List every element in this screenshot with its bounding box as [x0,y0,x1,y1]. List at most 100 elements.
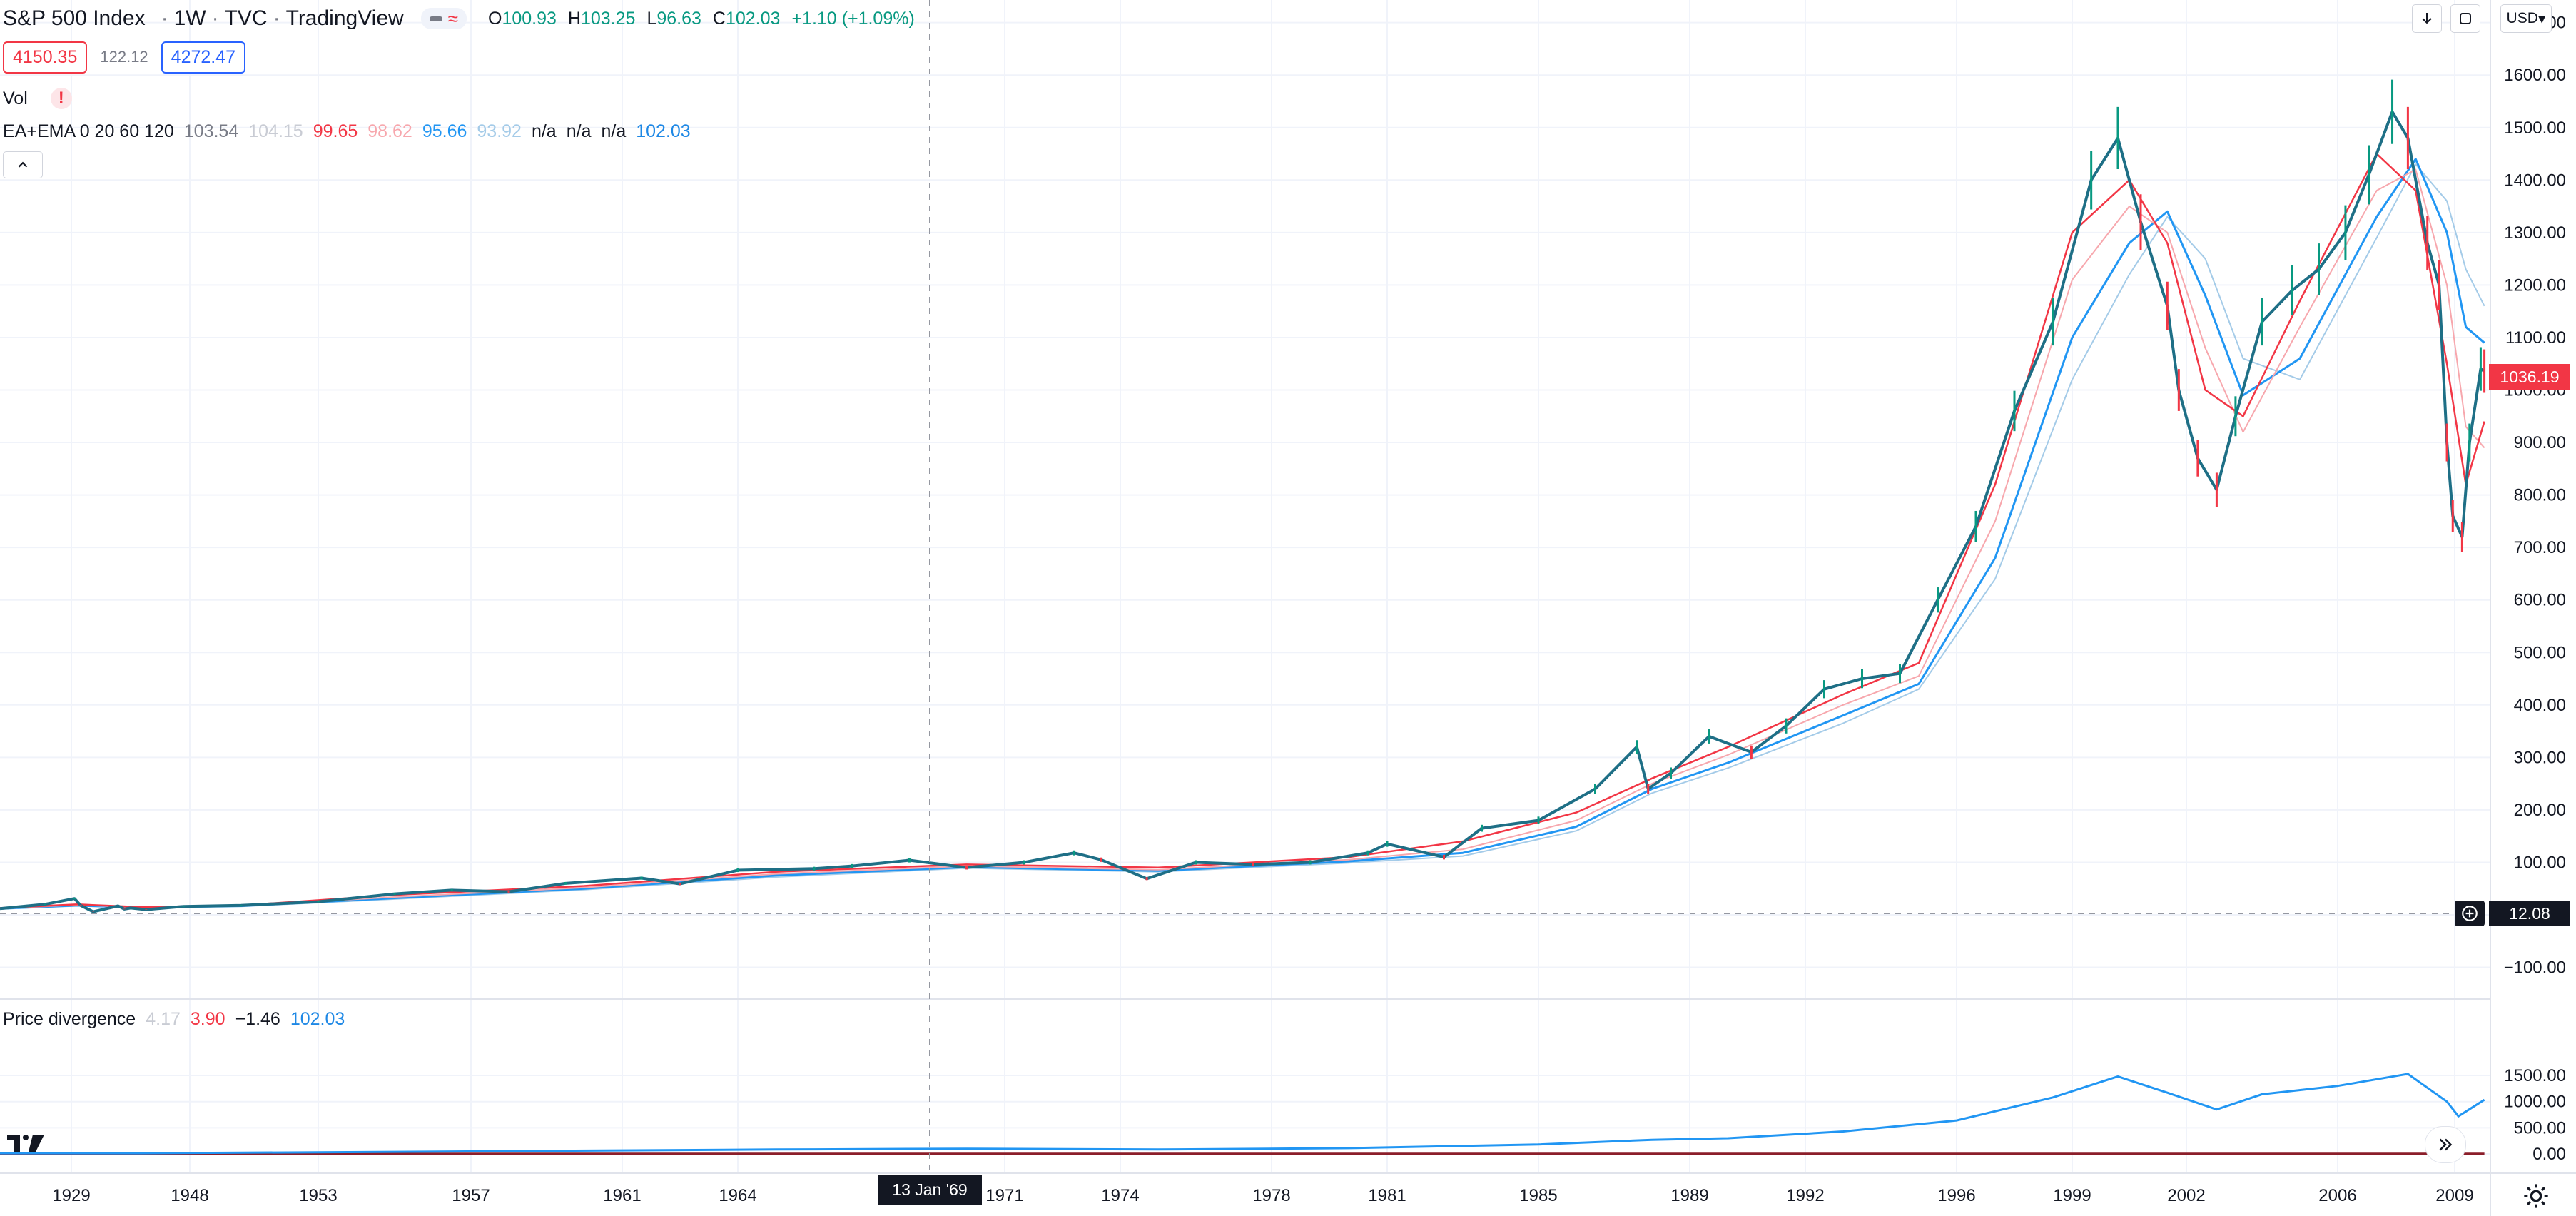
ema-value: n/a [601,121,627,141]
change-value: +1.10 (+1.09%) [791,8,915,29]
scroll-to-realtime-button[interactable] [2425,1126,2466,1163]
price-series-line[interactable] [0,110,2485,913]
time-axis-label: 1989 [1670,1186,1708,1205]
price-axis-label: −100.00 [2504,958,2566,978]
price-axis-label: 100.00 [2514,853,2566,872]
price-axis-label: 300.00 [2514,748,2566,767]
plus-circle-icon [2462,906,2478,921]
time-axis-label: 1953 [299,1186,337,1205]
ema-value: n/a [531,121,557,141]
warning-icon[interactable]: ! [50,88,72,109]
time-axis-label: 1996 [1937,1186,1975,1205]
symbol-header[interactable]: S&P 500 Index · 1W · TVC · TradingView ≈… [3,1,915,36]
separator-dot: · [161,6,168,30]
ema-value: 102.03 [636,121,691,141]
price-axis-label: 700.00 [2514,538,2566,557]
download-button[interactable] [2412,4,2442,33]
ema-value: 95.66 [422,121,467,141]
divergence-value: 102.03 [290,1009,345,1029]
price-axis-label: 900.00 [2514,433,2566,452]
quote-row: 4150.35 122.12 4272.47 [3,37,246,77]
divergence-value: −1.46 [235,1009,280,1029]
collapse-legend-button[interactable] [3,151,43,178]
ema-value: n/a [566,121,592,141]
ema-value: 99.65 [313,121,358,141]
ema-120-line[interactable] [0,163,2485,910]
close-value: 102.03 [725,8,781,29]
price-axis-label: 1300.00 [2504,223,2566,243]
price-axis-label: 1100.00 [2505,328,2566,348]
ema-value: 98.62 [367,121,412,141]
ema-indicator[interactable]: EA+EMA 0 20 60 120 103.54 104.15 99.65 9… [3,117,691,146]
ema-value: 104.15 [248,121,303,141]
price-axis-label: 1200.00 [2504,275,2566,295]
gear-icon[interactable] [2522,1182,2550,1210]
time-axis-label: 1981 [1368,1186,1406,1205]
double-chevron-right-icon [2439,1138,2453,1151]
time-axis-label: 1948 [171,1186,208,1205]
ema-60-line[interactable] [0,168,2485,910]
price-divergence-legend[interactable]: Price divergence 4.17 3.90 −1.46 102.03 [3,1009,345,1030]
time-axis-label: 1957 [452,1186,490,1205]
price-axis-label: 800.00 [2514,486,2566,505]
wave-icon: ≈ [447,8,458,29]
last-price-label: 1036.19 [2489,364,2570,390]
chevron-up-icon [18,161,28,168]
sell-button[interactable]: 4150.35 [3,41,88,74]
divergence-value: 3.90 [190,1009,225,1029]
time-axis-label: 1971 [985,1186,1023,1205]
add-alert-button[interactable] [2455,901,2485,926]
ema-slow-line[interactable] [0,158,2485,910]
ema-value: 103.54 [183,121,239,141]
price-axis-label: 1000.00 [2504,1093,2566,1112]
low-value: 96.63 [656,8,701,29]
time-axis-label: 2009 [2435,1186,2473,1205]
ema-value: 93.92 [477,121,522,141]
download-icon [2422,13,2432,24]
price-axis-label: 1400.00 [2504,171,2566,190]
crosshair-date-label: 13 Jan '69 [878,1175,982,1205]
price-axis[interactable]: 1700.001600.001500.001400.001300.001200.… [2504,14,2566,1164]
buy-button[interactable]: 4272.47 [161,41,246,74]
price-axis-label: 1600.00 [2504,66,2566,85]
time-axis-label: 1974 [1101,1186,1139,1205]
price-axis-label: 600.00 [2514,591,2566,610]
time-axis[interactable]: 1929 1948 1953 1957 1961 1964 1971 1974 1978 1981… [52,1186,2473,1205]
time-axis-label: 1929 [52,1186,90,1205]
time-axis-label: 1992 [1786,1186,1824,1205]
main-price-pane[interactable] [0,79,2486,913]
crosshair-price-label: 12.08 [2489,901,2570,926]
exchange-label: TVC [224,6,268,30]
restore-icon [2460,13,2471,24]
separator-dot: · [273,6,280,30]
tradingview-logo[interactable] [4,1129,50,1157]
spread-value: 122.12 [100,48,148,66]
minus-icon [429,16,442,21]
price-axis-label: 1500.00 [2504,118,2566,138]
divergence-value: 4.17 [146,1009,181,1029]
time-axis-label: 1985 [1519,1186,1557,1205]
ohlc-values: O100.93 H103.25 L96.63 C102.03 +1.10 (+1… [487,8,915,29]
volume-indicator[interactable]: Vol ! [3,84,72,113]
source-label: TradingView [285,6,404,30]
ema-20-line[interactable] [0,153,2485,909]
price-axis-label: 0.00 [2532,1145,2566,1164]
divergence-line[interactable] [0,1073,2485,1155]
market-status-pill[interactable]: ≈ [420,8,467,29]
separator-dot: · [211,6,219,30]
high-value: 103.25 [580,8,636,29]
price-divergence-pane[interactable] [0,1073,2485,1155]
price-axis-label: 400.00 [2514,696,2566,715]
open-value: 100.93 [502,8,557,29]
symbol-name[interactable]: S&P 500 Index [3,6,146,30]
price-axis-label: 200.00 [2514,801,2566,820]
interval-label[interactable]: 1W [173,6,206,30]
time-axis-label: 1964 [719,1186,756,1205]
grid-lines [0,0,2490,1173]
volume-label: Vol [3,88,28,108]
divergence-label: Price divergence [3,1009,136,1029]
currency-selector[interactable]: USD ▾ [2500,4,2552,33]
time-axis-label: 1961 [603,1186,641,1205]
fullscreen-button[interactable] [2450,4,2480,33]
